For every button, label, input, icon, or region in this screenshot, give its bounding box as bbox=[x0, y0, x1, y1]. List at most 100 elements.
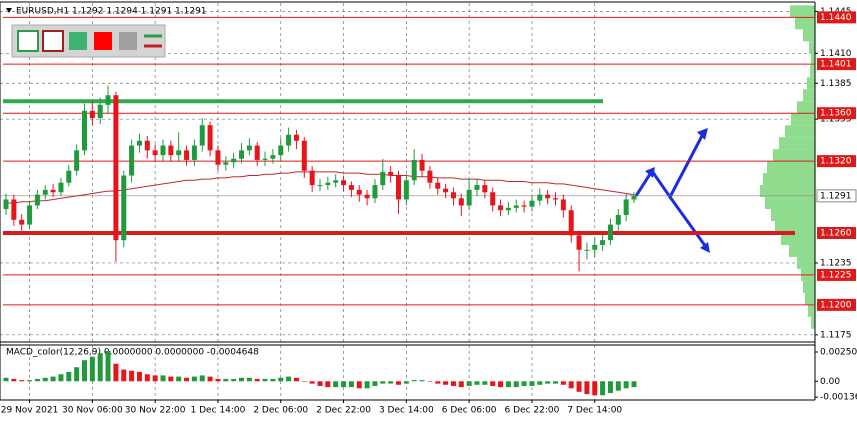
candle-body bbox=[19, 219, 25, 225]
macd-bar bbox=[176, 376, 182, 382]
macd-bar bbox=[443, 381, 449, 385]
candle-body bbox=[105, 95, 111, 105]
level-label-bg bbox=[817, 298, 856, 311]
macd-bar bbox=[152, 375, 158, 382]
macd-bar bbox=[89, 356, 95, 382]
macd-bar bbox=[262, 378, 268, 382]
volume-profile-bar bbox=[803, 280, 815, 293]
macd-bar bbox=[450, 381, 456, 386]
macd-bar bbox=[419, 380, 425, 382]
candle-body bbox=[545, 194, 551, 199]
candle-body bbox=[553, 198, 558, 200]
macd-bar bbox=[270, 378, 276, 382]
macd-bar bbox=[482, 381, 488, 385]
candle-body bbox=[623, 199, 629, 216]
tool-up-fill[interactable] bbox=[69, 32, 87, 50]
candle-body bbox=[380, 171, 386, 186]
candle-body bbox=[184, 150, 190, 160]
x-tick-label: 7 Dec 14:00 bbox=[567, 406, 622, 416]
candle-body bbox=[615, 215, 621, 225]
candle-body bbox=[74, 150, 80, 171]
candle-body bbox=[199, 125, 205, 146]
candle-body bbox=[168, 145, 174, 156]
macd-bar bbox=[223, 378, 229, 382]
x-tick-label: 2 Dec 22:00 bbox=[316, 406, 371, 416]
candle-body bbox=[529, 200, 535, 207]
candle-body bbox=[466, 189, 472, 206]
macd-bar bbox=[34, 378, 40, 382]
tool-down-outline[interactable] bbox=[42, 30, 64, 52]
candle-body bbox=[372, 185, 378, 199]
candle-body bbox=[207, 125, 213, 151]
y2-tick-label: 0.00 bbox=[820, 377, 840, 387]
macd-bar bbox=[121, 369, 127, 382]
candle-body bbox=[490, 192, 496, 206]
volume-profile-bar bbox=[789, 244, 815, 257]
candle-body bbox=[66, 170, 72, 183]
macd-bar bbox=[584, 381, 590, 395]
scenario-arrows bbox=[634, 131, 708, 248]
macd-bar bbox=[388, 381, 394, 384]
macd-bar bbox=[239, 377, 244, 382]
candle-body bbox=[388, 171, 394, 176]
toolbar bbox=[11, 24, 166, 58]
macd-bar bbox=[42, 377, 48, 382]
macd-bar bbox=[286, 376, 292, 382]
volume-profile-bar bbox=[765, 197, 815, 210]
macd-bar bbox=[372, 381, 378, 386]
tool-up-outline[interactable] bbox=[17, 30, 39, 52]
candle-body bbox=[270, 155, 276, 159]
level-label: 1.1200 bbox=[820, 300, 852, 310]
arrow-head bbox=[700, 242, 710, 253]
candle-body bbox=[356, 189, 362, 195]
candle-body bbox=[89, 110, 95, 118]
volume-profile-bar bbox=[760, 185, 815, 198]
macd-bar bbox=[490, 381, 496, 386]
moving-average bbox=[6, 171, 635, 204]
macd-bar bbox=[356, 381, 362, 389]
x-tick-label: 1 Dec 14:00 bbox=[191, 406, 246, 416]
candle-body bbox=[513, 205, 519, 208]
candle-body bbox=[364, 194, 370, 199]
x-tick-label: 30 Nov 22:00 bbox=[125, 406, 186, 416]
volume-profile-bar bbox=[807, 77, 815, 90]
x-tick-label: 29 Nov 2021 bbox=[1, 406, 59, 416]
candle-body bbox=[50, 189, 56, 193]
macd-bar bbox=[278, 377, 284, 382]
macd-bar bbox=[341, 381, 347, 388]
volume-profile-bar bbox=[795, 17, 815, 30]
macd-bar bbox=[325, 381, 331, 388]
level-label: 1.1401 bbox=[820, 60, 852, 70]
candle-body bbox=[246, 145, 252, 151]
volume-profile-bar bbox=[779, 137, 815, 150]
candle-body bbox=[58, 182, 64, 193]
candle-body bbox=[191, 145, 197, 160]
macd-bar bbox=[521, 381, 527, 386]
candle-body bbox=[286, 134, 292, 146]
macd-bar bbox=[607, 381, 613, 393]
candle-body bbox=[293, 134, 299, 141]
macd-bar bbox=[568, 381, 574, 389]
candle-body bbox=[348, 185, 354, 190]
candle-body bbox=[482, 185, 488, 193]
macd-bar bbox=[435, 381, 441, 384]
tool-down-fill[interactable] bbox=[94, 32, 112, 50]
level-label-bg bbox=[817, 58, 856, 71]
macd-bar bbox=[160, 375, 166, 382]
menu-triangle[interactable] bbox=[6, 8, 12, 13]
volume-profile-bar bbox=[805, 292, 815, 305]
tool-gray[interactable] bbox=[119, 32, 137, 50]
macd-bar bbox=[105, 350, 111, 382]
y-tick-label: 1.1355 bbox=[820, 115, 852, 125]
candle-body bbox=[144, 140, 150, 151]
macd-bar bbox=[231, 378, 237, 382]
candle-body bbox=[97, 104, 103, 118]
candle-body bbox=[631, 195, 637, 200]
y2-tick-label: 0.002501 bbox=[820, 348, 857, 358]
candle-body bbox=[129, 145, 135, 176]
macd-bar bbox=[254, 378, 260, 382]
macd-bar bbox=[333, 381, 339, 388]
volume-profile-bar bbox=[808, 304, 815, 317]
macd-bar bbox=[513, 381, 519, 388]
